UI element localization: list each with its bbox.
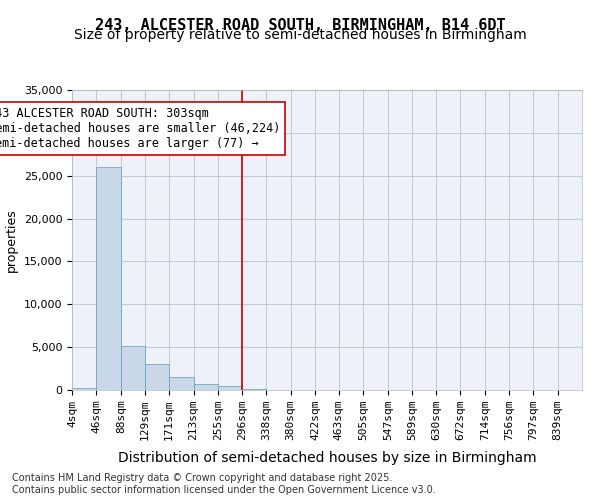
- Text: Size of property relative to semi-detached houses in Birmingham: Size of property relative to semi-detach…: [74, 28, 526, 42]
- Y-axis label: Number of semi-detached
properties: Number of semi-detached properties: [0, 158, 18, 322]
- Text: 243 ALCESTER ROAD SOUTH: 303sqm
← >99% of semi-detached houses are smaller (46,2: 243 ALCESTER ROAD SOUTH: 303sqm ← >99% o…: [0, 107, 280, 150]
- Bar: [97, 167, 121, 390]
- Bar: [194, 384, 218, 390]
- X-axis label: Distribution of semi-detached houses by size in Birmingham: Distribution of semi-detached houses by …: [118, 452, 536, 466]
- Bar: [169, 377, 194, 390]
- Bar: [218, 386, 242, 390]
- Text: 243, ALCESTER ROAD SOUTH, BIRMINGHAM, B14 6DT: 243, ALCESTER ROAD SOUTH, BIRMINGHAM, B1…: [95, 18, 505, 32]
- Bar: [242, 389, 266, 390]
- Bar: [121, 346, 145, 390]
- Bar: [145, 364, 169, 390]
- Text: Contains HM Land Registry data © Crown copyright and database right 2025.
Contai: Contains HM Land Registry data © Crown c…: [12, 474, 436, 495]
- Bar: [72, 388, 97, 390]
